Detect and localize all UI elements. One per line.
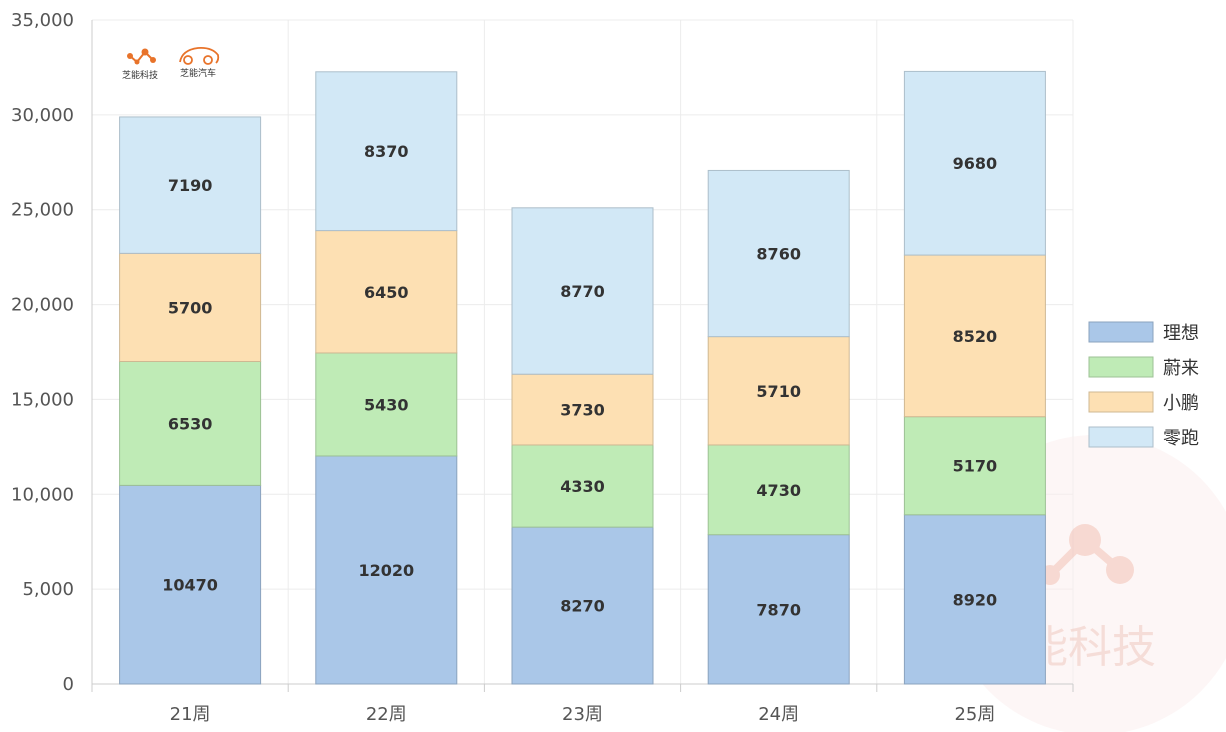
data-label: 5430 [364, 395, 409, 414]
bar-segment [511, 207, 654, 375]
bar-segment [315, 71, 458, 232]
y-tick-label: 10,000 [11, 484, 74, 505]
y-tick-label: 5,000 [22, 579, 74, 600]
data-label: 8520 [953, 327, 998, 346]
data-label: 6530 [168, 414, 213, 433]
legend-swatch [1088, 426, 1154, 448]
legend-label: 理想 [1163, 323, 1199, 344]
legend-swatch [1088, 356, 1154, 378]
y-tick-label: 30,000 [11, 105, 74, 126]
bar-segment [119, 252, 262, 362]
y-tick-label: 0 [63, 674, 74, 695]
bars-layer [119, 70, 1046, 685]
x-tick-label: 24周 [758, 704, 799, 725]
labels-layer: 10470 6530 5700 7190 12020 5430 6450 8370 8270 43… [162, 142, 997, 619]
data-label: 4730 [756, 481, 801, 500]
bar-segment [903, 416, 1046, 516]
data-label: 7870 [756, 600, 801, 619]
bar-segment [903, 70, 1046, 256]
data-label: 10470 [162, 576, 218, 595]
x-tick-label: 21周 [170, 704, 211, 725]
y-tick-label: 20,000 [11, 295, 74, 316]
data-label: 8370 [364, 142, 409, 161]
bar-segment [707, 169, 850, 338]
data-label: 3730 [560, 401, 605, 420]
molecule-logo-icon [127, 48, 156, 65]
data-label: 12020 [358, 561, 414, 580]
data-label: 7190 [168, 176, 213, 195]
data-label: 5710 [756, 382, 801, 401]
data-label: 8760 [756, 245, 801, 264]
bar-segment [511, 373, 654, 446]
legend-label: 小鹏 [1163, 393, 1199, 414]
bar-segment [315, 230, 458, 354]
legend-swatch [1088, 391, 1154, 413]
x-tick-label: 22周 [366, 704, 407, 725]
bar-segment [511, 444, 654, 528]
bar-segment [119, 360, 262, 486]
bar-segment [119, 484, 262, 685]
logo-text-2: 芝能汽车 [180, 67, 216, 79]
y-tick-label: 15,000 [11, 389, 74, 410]
bar-segment [315, 352, 458, 457]
y-tick-label: 35,000 [11, 10, 74, 31]
bar-segment [903, 514, 1046, 685]
data-label: 4330 [560, 477, 605, 496]
bar-segment [707, 336, 850, 446]
car-logo-icon [179, 46, 220, 65]
bar-segment [119, 116, 262, 254]
bar-segment [315, 455, 458, 685]
data-label: 5170 [953, 457, 998, 476]
bar-segment [707, 444, 850, 536]
data-label: 8770 [560, 282, 605, 301]
data-label: 8270 [560, 597, 605, 616]
legend-swatch [1088, 321, 1154, 343]
x-tick-label: 25周 [954, 704, 995, 725]
y-tick-label: 25,000 [11, 200, 74, 221]
data-label: 6450 [364, 283, 409, 302]
bar-segment [511, 526, 654, 685]
legend-label: 蔚来 [1163, 358, 1199, 379]
legend-label: 零跑 [1163, 428, 1199, 449]
data-label: 8920 [953, 590, 998, 609]
data-label: 9680 [953, 154, 998, 173]
logos: 芝能科技 芝能汽车 [122, 46, 220, 81]
data-label: 5700 [168, 298, 213, 317]
logo-text-1: 芝能科技 [122, 69, 158, 81]
x-tick-label: 23周 [562, 704, 603, 725]
bar-segment [707, 534, 850, 685]
